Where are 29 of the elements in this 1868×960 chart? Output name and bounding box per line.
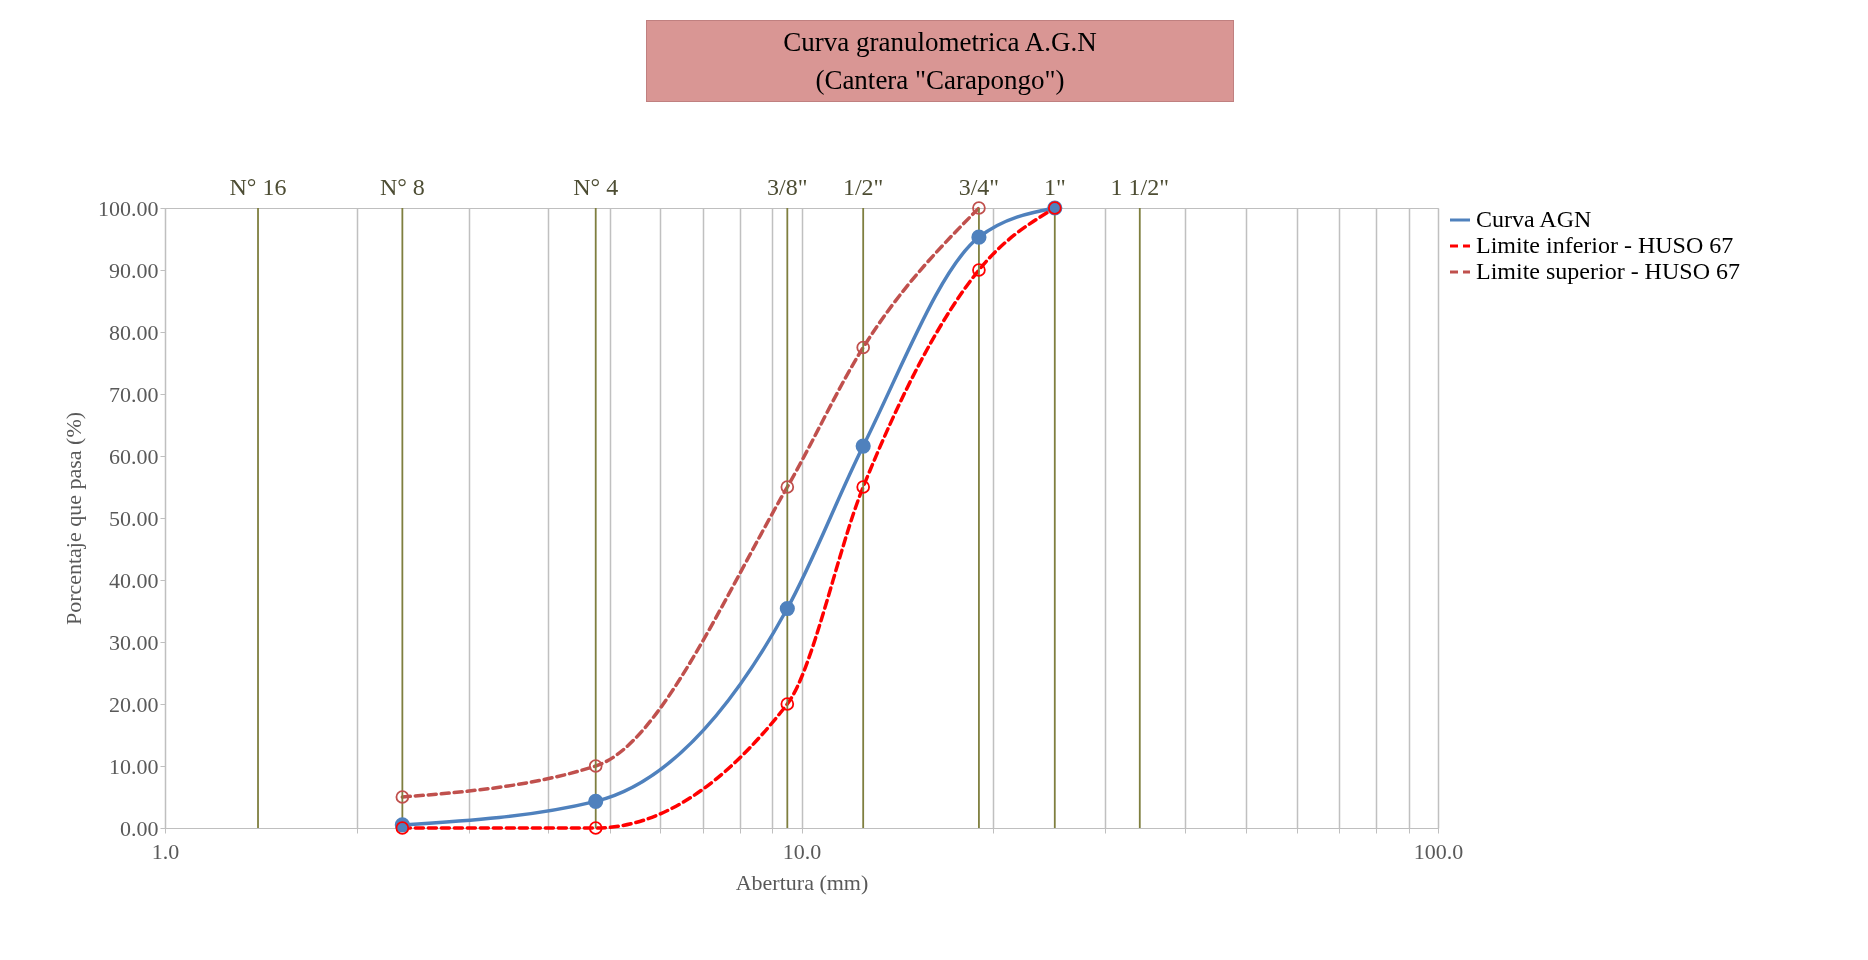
legend-label: Curva AGN xyxy=(1476,206,1592,232)
y-tick-label: 20.00 xyxy=(109,691,159,717)
y-tick-label: 40.00 xyxy=(109,567,159,593)
annotation: N° 4 xyxy=(573,174,619,200)
y-tick-label: 90.00 xyxy=(109,257,159,283)
x-tick-label: 10.0 xyxy=(782,838,822,864)
annotation: 3/8" xyxy=(767,174,808,200)
x-axis-title: Abertura (mm) xyxy=(735,869,869,895)
annotation: 1 1/2" xyxy=(1110,174,1170,200)
y-tick-label: 80.00 xyxy=(109,319,159,345)
y-tick-label: 100.00 xyxy=(98,195,159,221)
annotation: 1" xyxy=(1043,174,1066,200)
annotation: N° 8 xyxy=(379,174,425,200)
chart-subtitle: (Cantera "Carapongo") xyxy=(814,64,1066,97)
annotation: N° 16 xyxy=(229,174,287,200)
y-axis-title: Porcentaje que pasa (%) xyxy=(61,411,86,626)
y-tick-label: 60.00 xyxy=(109,443,159,469)
y-tick-label: 70.00 xyxy=(109,381,159,407)
x-tick-label: 100.0 xyxy=(1413,838,1464,864)
y-tick-label: 0.00 xyxy=(120,815,159,841)
chart-title: Curva granulometrica A.G.N xyxy=(782,26,1098,59)
y-tick-label: 10.00 xyxy=(109,753,159,779)
legend-label: Limite inferior - HUSO 67 xyxy=(1476,232,1734,258)
legend-label: Limite superior - HUSO 67 xyxy=(1476,258,1740,284)
x-tick-label: 1.0 xyxy=(151,838,180,864)
annotation: 3/4" xyxy=(958,174,1000,200)
annotation: 1/2" xyxy=(842,174,884,200)
y-tick-label: 30.00 xyxy=(109,629,159,655)
y-tick-label: 50.00 xyxy=(109,505,159,531)
